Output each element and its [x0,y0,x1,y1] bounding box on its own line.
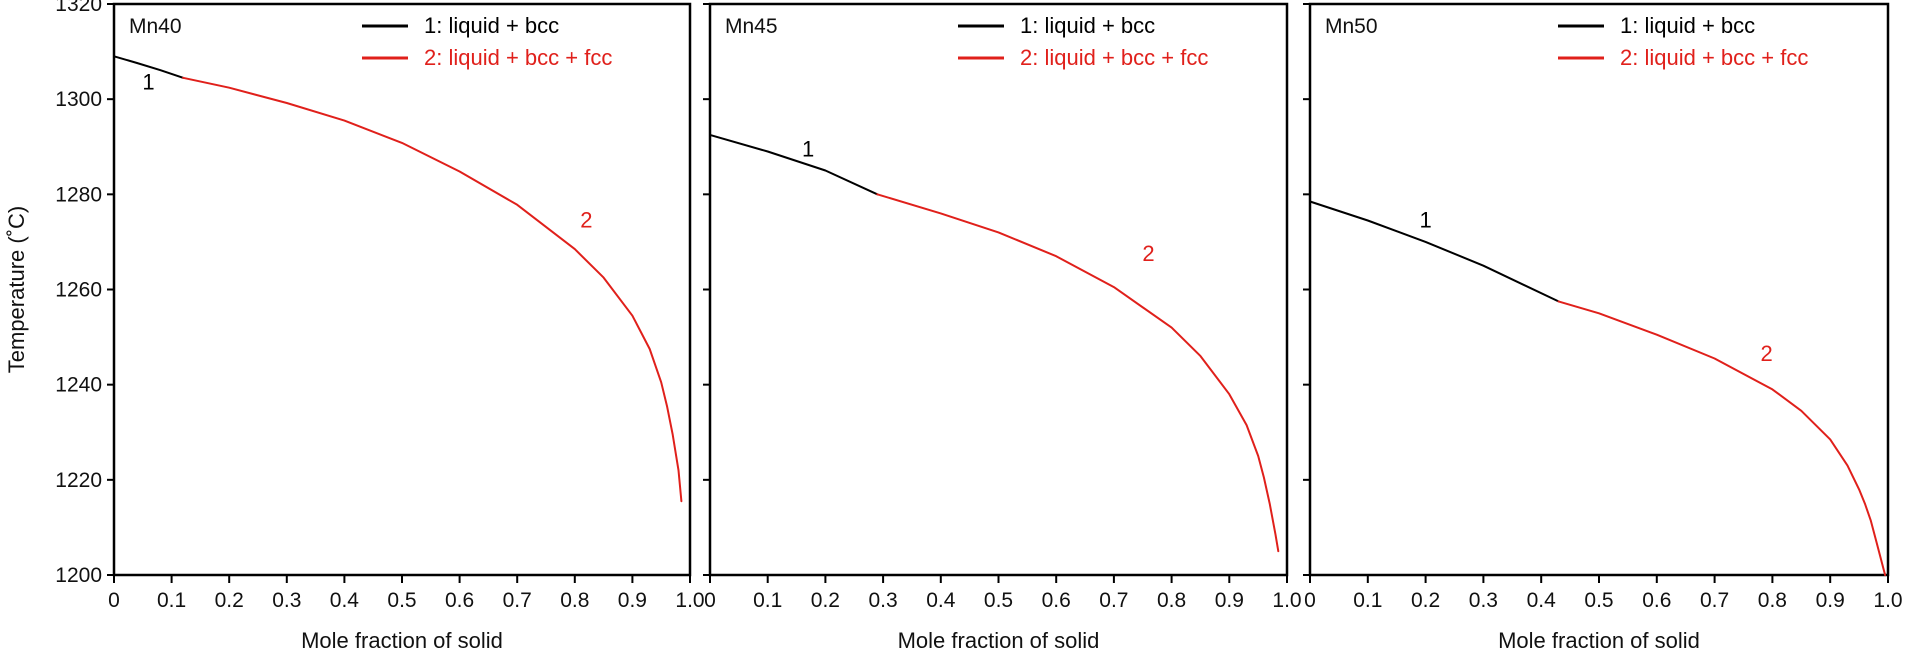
y-tick-label: 1300 [55,88,102,111]
chart-panel-mn45: 0 0.1 0.2 0.3 0.4 0.5 0.6 0.7 0.8 0.9 1.0 Mole frac… [703,2,1302,651]
series-line-1 [113,55,185,79]
x-tick-label: 0.2 [215,589,244,612]
plot-frame [1308,2,1890,577]
x-tick-label: 1.0 [1873,589,1902,612]
curve-label-1: 1 [802,136,814,161]
chart-panel-mn50: 0 0.1 0.2 0.3 0.4 0.5 0.6 0.7 0.8 0.9 1.0 Mole frac… [1303,2,1903,651]
x-tick-label: 0.3 [272,589,301,612]
curve-label-1: 1 [1419,208,1431,233]
legend-entry-2: 2: liquid + bcc + fcc [1620,45,1808,70]
x-tick-label: 0.9 [1215,589,1244,612]
x-tick-label: 0.1 [157,589,186,612]
y-tick-label: 1220 [55,469,102,492]
x-tick-label: 0.2 [1411,589,1440,612]
x-tick-label: 0.8 [1157,589,1186,612]
series-line-2 [1557,300,1887,576]
y-tick-label: 1200 [55,564,102,587]
x-tick-label: 0.1 [1353,589,1382,612]
x-tick-label: 0.9 [618,589,647,612]
series-line-1 [709,133,879,196]
legend-entry-1: 1: liquid + bcc [1620,13,1755,38]
legend-entry-2: 2: liquid + bcc + fcc [1020,45,1208,70]
x-tick-label: 1.0 [675,589,704,612]
series-line-2 [182,76,683,503]
x-tick-label: 0.5 [1584,589,1613,612]
series-line-2 [876,193,1280,553]
x-axis-label: Mole fraction of solid [1498,628,1700,651]
y-tick-label: 1280 [55,183,102,206]
x-tick-label: 0.5 [984,589,1013,612]
x-tick-label: 0.8 [560,589,589,612]
x-tick-label: 0.7 [503,589,532,612]
x-tick-label: 0.4 [1527,589,1557,612]
x-tick-label: 0.7 [1700,589,1729,612]
series-line-1 [1309,200,1560,303]
x-tick-label: 0.3 [868,589,897,612]
x-tick-label: 0 [108,589,120,612]
x-tick-label: 0 [704,589,716,612]
x-tick-label: 0.8 [1758,589,1787,612]
curve-label-2: 2 [1142,241,1154,266]
y-tick-label: 1320 [55,0,102,16]
legend-entry-2: 2: liquid + bcc + fcc [424,45,612,70]
curve-label-1: 1 [142,70,154,95]
x-tick-label: 0.4 [330,589,360,612]
x-tick-label: 1.0 [1272,589,1301,612]
x-tick-label: 0.9 [1816,589,1845,612]
x-tick-label: 0.1 [753,589,782,612]
y-axis-label: Temperature (˚C) [4,206,29,373]
y-tick-label: 1240 [55,374,102,397]
panel-title: Mn40 [129,15,182,38]
x-tick-label: 0.6 [445,589,474,612]
curve-label-2: 2 [580,208,592,233]
chart-panel-mn40: 0 0.1 0.2 0.3 0.4 0.5 0.6 0.7 0.8 0.9 1.0 1200 1220 1… [4,0,705,651]
plot-frame [112,2,692,577]
curve-label-2: 2 [1760,341,1772,366]
x-tick-label: 0.3 [1469,589,1498,612]
x-axis-label: Mole fraction of solid [301,628,503,651]
x-tick-label: 0.4 [926,589,956,612]
y-tick-label: 1260 [55,279,102,302]
legend-entry-1: 1: liquid + bcc [424,13,559,38]
legend-entry-1: 1: liquid + bcc [1020,13,1155,38]
plot-frame [708,2,1289,577]
panel-title: Mn50 [1325,15,1378,38]
x-tick-label: 0 [1304,589,1316,612]
x-tick-label: 0.7 [1099,589,1128,612]
x-tick-label: 0.2 [811,589,840,612]
x-axis-label: Mole fraction of solid [898,628,1100,651]
x-tick-label: 0.6 [1042,589,1071,612]
panel-title: Mn45 [725,15,778,38]
x-tick-label: 0.5 [387,589,416,612]
x-tick-label: 0.6 [1642,589,1671,612]
